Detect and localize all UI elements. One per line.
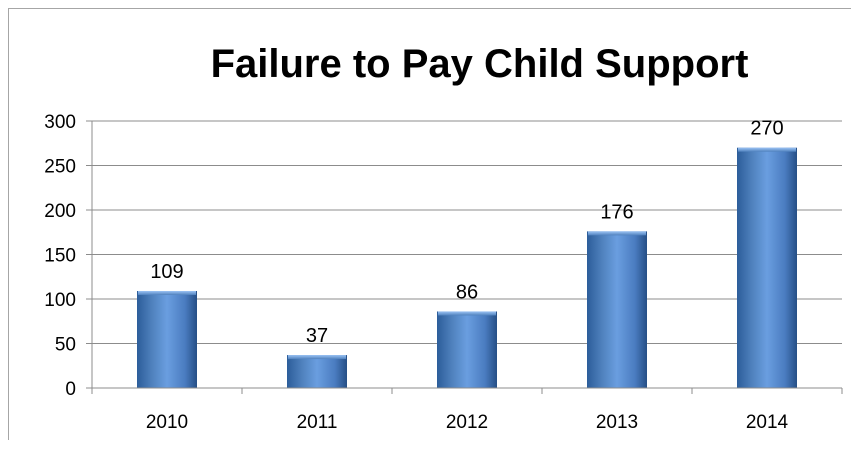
x-tick-label: 2013 [596, 412, 638, 433]
data-label: 37 [306, 325, 328, 347]
bar-top-highlight [738, 147, 796, 152]
bar [287, 355, 347, 388]
bar-top-highlight [588, 231, 646, 236]
bar-top-highlight [288, 355, 346, 360]
y-tick-label: 250 [44, 157, 76, 178]
bar [737, 147, 797, 388]
chart-title: Failure to Pay Child Support [210, 42, 749, 86]
bar-2012 [437, 311, 497, 388]
x-tick-label: 2012 [446, 412, 488, 433]
data-label: 86 [456, 281, 478, 303]
bar-top-highlight [138, 290, 196, 295]
bar [137, 290, 197, 388]
bar-2013 [587, 231, 647, 388]
x-tick-label: 2010 [146, 412, 188, 433]
y-tick-label: 0 [65, 379, 76, 400]
data-label: 176 [600, 201, 633, 223]
y-tick-label: 100 [44, 290, 76, 311]
y-tick-label: 200 [44, 201, 76, 222]
y-tick-label: 300 [44, 112, 76, 133]
bar-2011 [287, 355, 347, 388]
bar-top-highlight [438, 311, 496, 316]
data-label: 109 [150, 261, 183, 283]
x-tick-label: 2014 [746, 412, 789, 433]
data-label: 270 [750, 118, 783, 140]
bar-2014 [737, 147, 797, 388]
bar-2010 [137, 290, 197, 388]
x-tick-label: 2011 [297, 412, 338, 433]
y-tick-label: 50 [55, 335, 76, 356]
y-tick-label: 150 [44, 246, 76, 267]
bar [437, 311, 497, 388]
bar [587, 231, 647, 388]
